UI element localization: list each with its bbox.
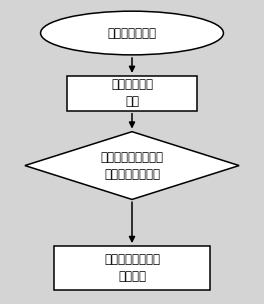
Ellipse shape bbox=[41, 11, 223, 55]
Text: 调用空档息火
模式: 调用空档息火 模式 bbox=[111, 78, 153, 108]
Text: 踩加速踏板，发动机
已经第一次启动过: 踩加速踏板，发动机 已经第一次启动过 bbox=[101, 150, 163, 181]
Text: 整车模式为停车: 整车模式为停车 bbox=[107, 26, 157, 40]
Polygon shape bbox=[25, 132, 239, 199]
FancyBboxPatch shape bbox=[54, 246, 210, 290]
Text: 调用停车自启动发
动机模式: 调用停车自启动发 动机模式 bbox=[104, 253, 160, 283]
FancyBboxPatch shape bbox=[67, 76, 197, 111]
